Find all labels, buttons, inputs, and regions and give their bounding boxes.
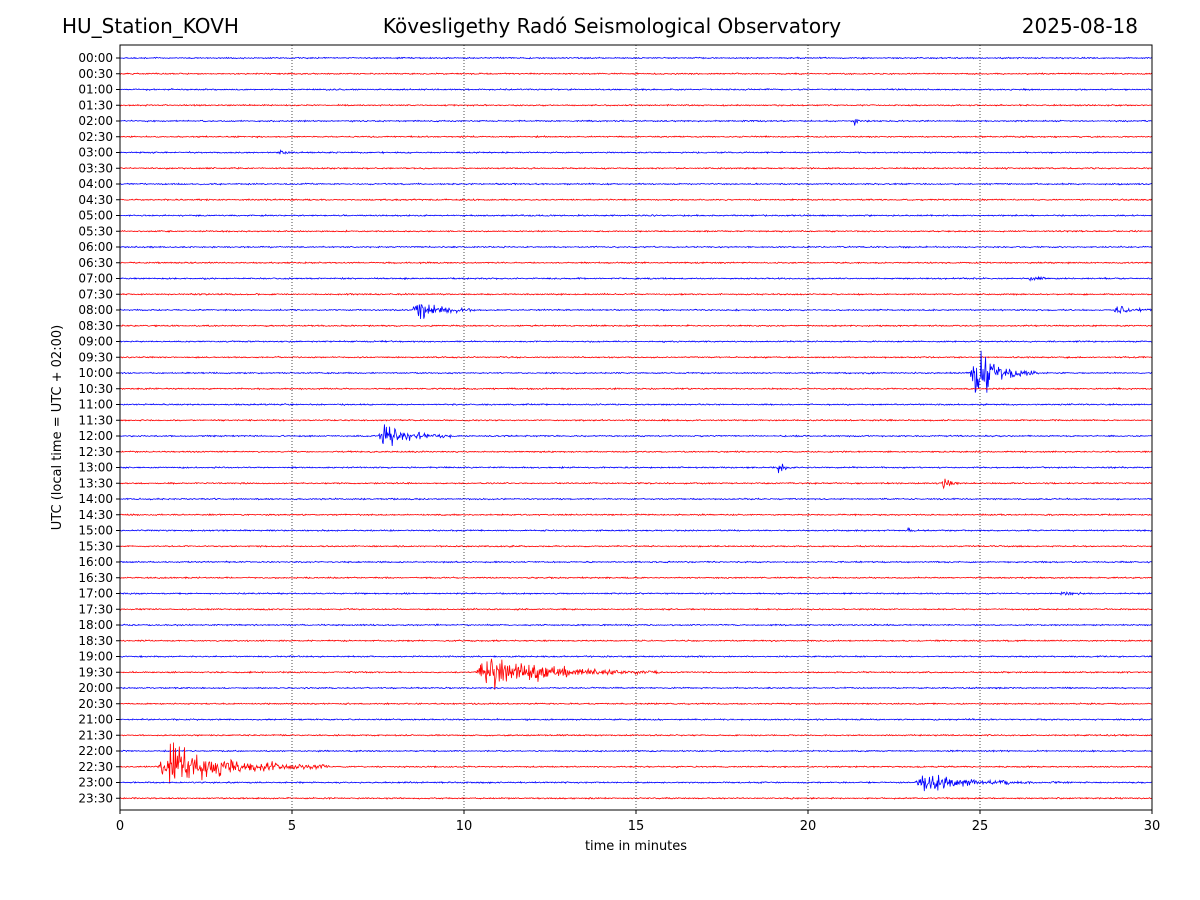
x-tick-label: 10 <box>456 819 473 834</box>
y-tick-label: 17:00 <box>78 587 113 601</box>
x-tick-label: 30 <box>1144 819 1161 834</box>
trace-1300 <box>119 463 1153 474</box>
y-tick-label: 22:00 <box>78 744 113 758</box>
grid-lines <box>291 45 981 810</box>
y-tick-label: 16:30 <box>78 571 113 585</box>
x-tick-label: 0 <box>116 819 124 834</box>
trace-0900 <box>119 339 1153 344</box>
y-tick-label: 08:00 <box>78 303 113 317</box>
trace-0500 <box>119 213 1153 218</box>
y-tick-label: 05:30 <box>78 224 113 238</box>
y-tick-label: 04:00 <box>78 177 113 191</box>
trace-0430 <box>119 198 1153 202</box>
y-tick-label: 16:00 <box>78 555 113 569</box>
chart-date: 2025-08-18 <box>1021 14 1138 38</box>
y-tick-label: 08:30 <box>78 319 113 333</box>
trace-0300 <box>119 149 1153 155</box>
trace-0100 <box>119 87 1153 91</box>
y-tick-label: 19:00 <box>78 650 113 664</box>
y-tick-label: 14:30 <box>78 508 113 522</box>
station-name: HU_Station_KOVH <box>62 14 239 38</box>
y-tick-label: 23:30 <box>78 791 113 805</box>
y-tick-label: 10:00 <box>78 366 113 380</box>
y-tick-label: 22:30 <box>78 760 113 774</box>
trace-1430 <box>119 513 1153 517</box>
y-tick-label: 18:30 <box>78 634 113 648</box>
x-axis: 0 5 10 15 20 25 30 <box>116 810 1160 834</box>
y-tick-label: 15:00 <box>78 524 113 538</box>
y-tick-label: 05:00 <box>78 209 113 223</box>
y-tick-label: 14:00 <box>78 492 113 506</box>
y-tick-label: 11:00 <box>78 398 113 412</box>
y-tick-label: 01:30 <box>78 98 113 112</box>
x-axis-label: time in minutes <box>585 839 687 854</box>
x-tick-label: 5 <box>288 819 296 834</box>
trace-0600 <box>119 245 1153 249</box>
y-tick-label: 20:30 <box>78 697 113 711</box>
y-tick-label: 06:00 <box>78 240 113 254</box>
y-tick-label: 15:30 <box>78 539 113 553</box>
trace-1830 <box>119 639 1153 643</box>
y-tick-label: 13:00 <box>78 461 113 475</box>
y-tick-label: 07:00 <box>78 272 113 286</box>
y-tick-label: 00:30 <box>78 67 113 81</box>
trace-2100 <box>119 717 1153 722</box>
y-tick-label: 20:00 <box>78 681 113 695</box>
x-tick-label: 15 <box>628 819 645 834</box>
y-tick-label: 09:30 <box>78 350 113 364</box>
y-tick-label: 12:30 <box>78 445 113 459</box>
y-tick-label: 09:00 <box>78 335 113 349</box>
x-tick-label: 20 <box>800 819 817 834</box>
y-tick-label: 23:00 <box>78 776 113 790</box>
y-tick-label: 04:30 <box>78 193 113 207</box>
y-tick-label: 17:30 <box>78 602 113 616</box>
y-tick-label: 02:00 <box>78 114 113 128</box>
y-tick-label: 21:00 <box>78 713 113 727</box>
y-tick-label: 00:00 <box>78 51 113 65</box>
trace-2030 <box>119 702 1153 706</box>
chart-title: Kövesligethy Radó Seismological Observat… <box>382 14 842 38</box>
trace-1630 <box>119 576 1153 580</box>
y-tick-label: 02:30 <box>78 130 113 144</box>
y-tick-label: 06:30 <box>78 256 113 270</box>
trace-1030 <box>119 387 1153 391</box>
trace-1230 <box>119 450 1153 454</box>
y-tick-label: 01:00 <box>78 83 113 97</box>
y-tick-label: 21:30 <box>78 728 113 742</box>
trace-0230 <box>119 134 1153 139</box>
trace-1100 <box>119 402 1153 407</box>
trace-1900 <box>119 654 1153 659</box>
y-tick-label: 12:00 <box>78 429 113 443</box>
x-tick-label: 25 <box>972 819 989 834</box>
y-axis-label: UTC (local time = UTC + 02:00) <box>50 325 65 530</box>
y-tick-label: 03:00 <box>78 146 113 160</box>
trace-0630 <box>119 261 1153 265</box>
y-tick-label: 11:30 <box>78 413 113 427</box>
y-tick-label: 03:30 <box>78 161 113 175</box>
trace-0830 <box>119 324 1153 328</box>
y-tick-label: 13:30 <box>78 476 113 490</box>
y-tick-label: 10:30 <box>78 382 113 396</box>
y-tick-label: 19:30 <box>78 665 113 679</box>
trace-1500 <box>119 527 1153 533</box>
y-tick-label: 07:30 <box>78 287 113 301</box>
trace-0030 <box>119 72 1153 76</box>
trace-0200 <box>119 118 1153 126</box>
y-tick-label: 18:00 <box>78 618 113 632</box>
